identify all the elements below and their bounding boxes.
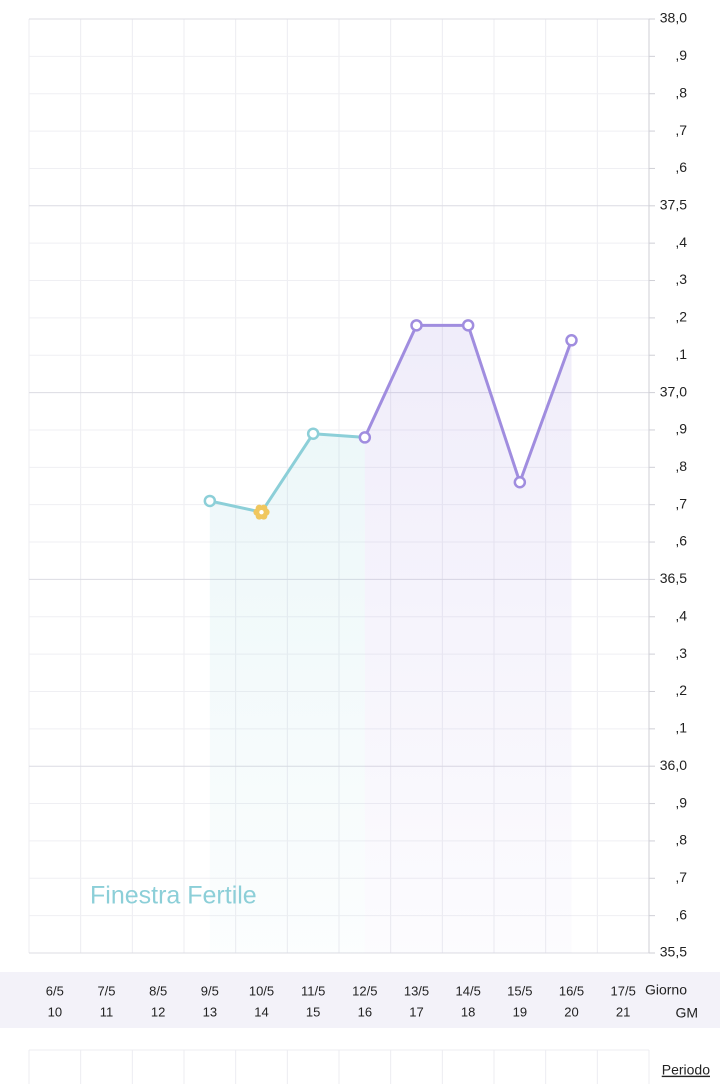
cycle-day-label: 14 — [254, 1004, 268, 1019]
date-label: 10/5 — [249, 983, 274, 998]
line — [209, 432, 365, 514]
y-tick-label: ,8 — [675, 84, 687, 100]
date-label: 7/5 — [97, 983, 115, 998]
row-label: GM — [675, 1005, 698, 1021]
y-tick-label: 36,5 — [660, 570, 687, 586]
y-tick-label: ,7 — [675, 869, 687, 885]
y-tick-label: ,2 — [675, 682, 687, 698]
y-tick-label: ,9 — [675, 794, 687, 810]
date-label: 17/5 — [611, 983, 636, 998]
y-tick-label: ,9 — [675, 421, 687, 437]
date-label: 8/5 — [149, 983, 167, 998]
cycle-day-label: 13 — [203, 1004, 217, 1019]
fertile-window-label: Finestra Fertile — [90, 882, 257, 910]
date-label: 15/5 — [507, 983, 532, 998]
y-tick-label: ,6 — [675, 159, 687, 175]
point — [461, 319, 475, 332]
petal-center — [259, 509, 264, 515]
cycle-day-label: 18 — [461, 1004, 475, 1019]
y-tick-label: ,7 — [675, 495, 687, 511]
y-tick-label: ,3 — [675, 271, 687, 287]
row-label: Giorno — [645, 982, 687, 998]
point — [410, 319, 423, 332]
area — [364, 325, 572, 953]
cycle-day-label: 20 — [564, 1004, 578, 1019]
date-label: 12/5 — [352, 983, 377, 998]
date-label: 9/5 — [201, 983, 219, 998]
point — [358, 431, 372, 444]
area — [209, 433, 365, 953]
y-tick-label: ,3 — [675, 645, 687, 661]
cycle-day-label: 21 — [616, 1004, 630, 1019]
y-tick-label: 37,0 — [660, 383, 687, 399]
y-tick-label: 37,5 — [660, 197, 687, 213]
point — [306, 427, 320, 440]
period-link[interactable]: Periodo — [662, 1062, 710, 1078]
date-label: 11/5 — [301, 983, 325, 998]
cycle-day-label: 15 — [306, 1004, 320, 1019]
ovulation-marker — [253, 504, 270, 520]
y-tick-label: 36,0 — [660, 757, 687, 773]
point — [565, 334, 578, 347]
y-tick-label: ,1 — [675, 720, 687, 736]
y-tick-label: ,9 — [675, 47, 687, 63]
point — [513, 476, 527, 489]
y-tick-label: ,1 — [675, 346, 687, 362]
date-label: 13/5 — [404, 983, 429, 998]
point — [203, 494, 217, 508]
y-tick-label: 35,5 — [660, 944, 687, 960]
y-tick-label: ,7 — [675, 122, 687, 138]
cycle-day-label: 17 — [409, 1004, 423, 1019]
cycle-day-label: 11 — [100, 1004, 114, 1019]
y-tick-label: ,8 — [675, 832, 687, 848]
y-tick-label: 38,0 — [660, 10, 687, 26]
date-band — [0, 972, 720, 1028]
y-tick-label: ,6 — [675, 906, 687, 922]
date-label: 6/5 — [46, 983, 64, 998]
cycle-day-label: 10 — [48, 1004, 62, 1019]
cycle-day-label: 19 — [513, 1004, 527, 1019]
date-label: 16/5 — [559, 983, 584, 998]
y-tick-label: ,8 — [675, 458, 687, 474]
cycle-day-label: 16 — [358, 1004, 372, 1019]
y-tick-label: ,4 — [675, 234, 687, 250]
cycle-day-label: 12 — [151, 1004, 165, 1019]
y-tick-label: ,2 — [675, 309, 687, 325]
y-tick-label: ,6 — [675, 533, 687, 549]
date-label: 14/5 — [456, 983, 481, 998]
y-tick-label: ,4 — [675, 607, 687, 623]
